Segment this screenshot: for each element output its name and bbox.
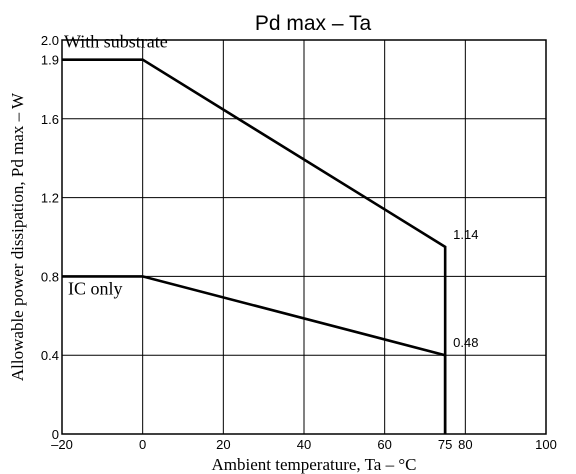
x-tick-label: 0	[139, 437, 146, 452]
y-tick-label: 1.9	[41, 53, 59, 68]
y-tick-label: 0.4	[41, 348, 59, 363]
data-label: 0.48	[453, 335, 478, 350]
series-line	[62, 58, 447, 434]
chart-title: Pd max – Ta	[255, 12, 372, 35]
y-tick-label: 2.0	[41, 33, 59, 48]
x-tick-label: 80	[458, 437, 472, 452]
series-name-label: IC only	[68, 278, 123, 298]
y-tick-label: 0.8	[41, 269, 59, 284]
series-layer: With substrate 1.14 IC only 0.48	[62, 32, 478, 434]
y-tick-label: 1.6	[41, 112, 59, 127]
x-tick-label: 100	[535, 437, 557, 452]
x-axis-label: Ambient temperature, Ta – °C	[212, 455, 417, 474]
series-name-label: With substrate	[64, 32, 168, 52]
x-tick-label: 75	[438, 437, 452, 452]
data-label: 1.14	[453, 227, 478, 242]
y-tick-label: 0	[52, 427, 59, 442]
y-tick-label: 1.2	[41, 191, 59, 206]
plot-frame	[61, 39, 547, 435]
y-axis-label: Allowable power dissipation, Pd max – W	[8, 92, 27, 381]
x-tick-label: –20	[51, 437, 73, 452]
x-tick-label: 60	[377, 437, 391, 452]
series-line	[62, 275, 447, 434]
x-tick-label: 40	[297, 437, 311, 452]
x-tick-label: 20	[216, 437, 230, 452]
